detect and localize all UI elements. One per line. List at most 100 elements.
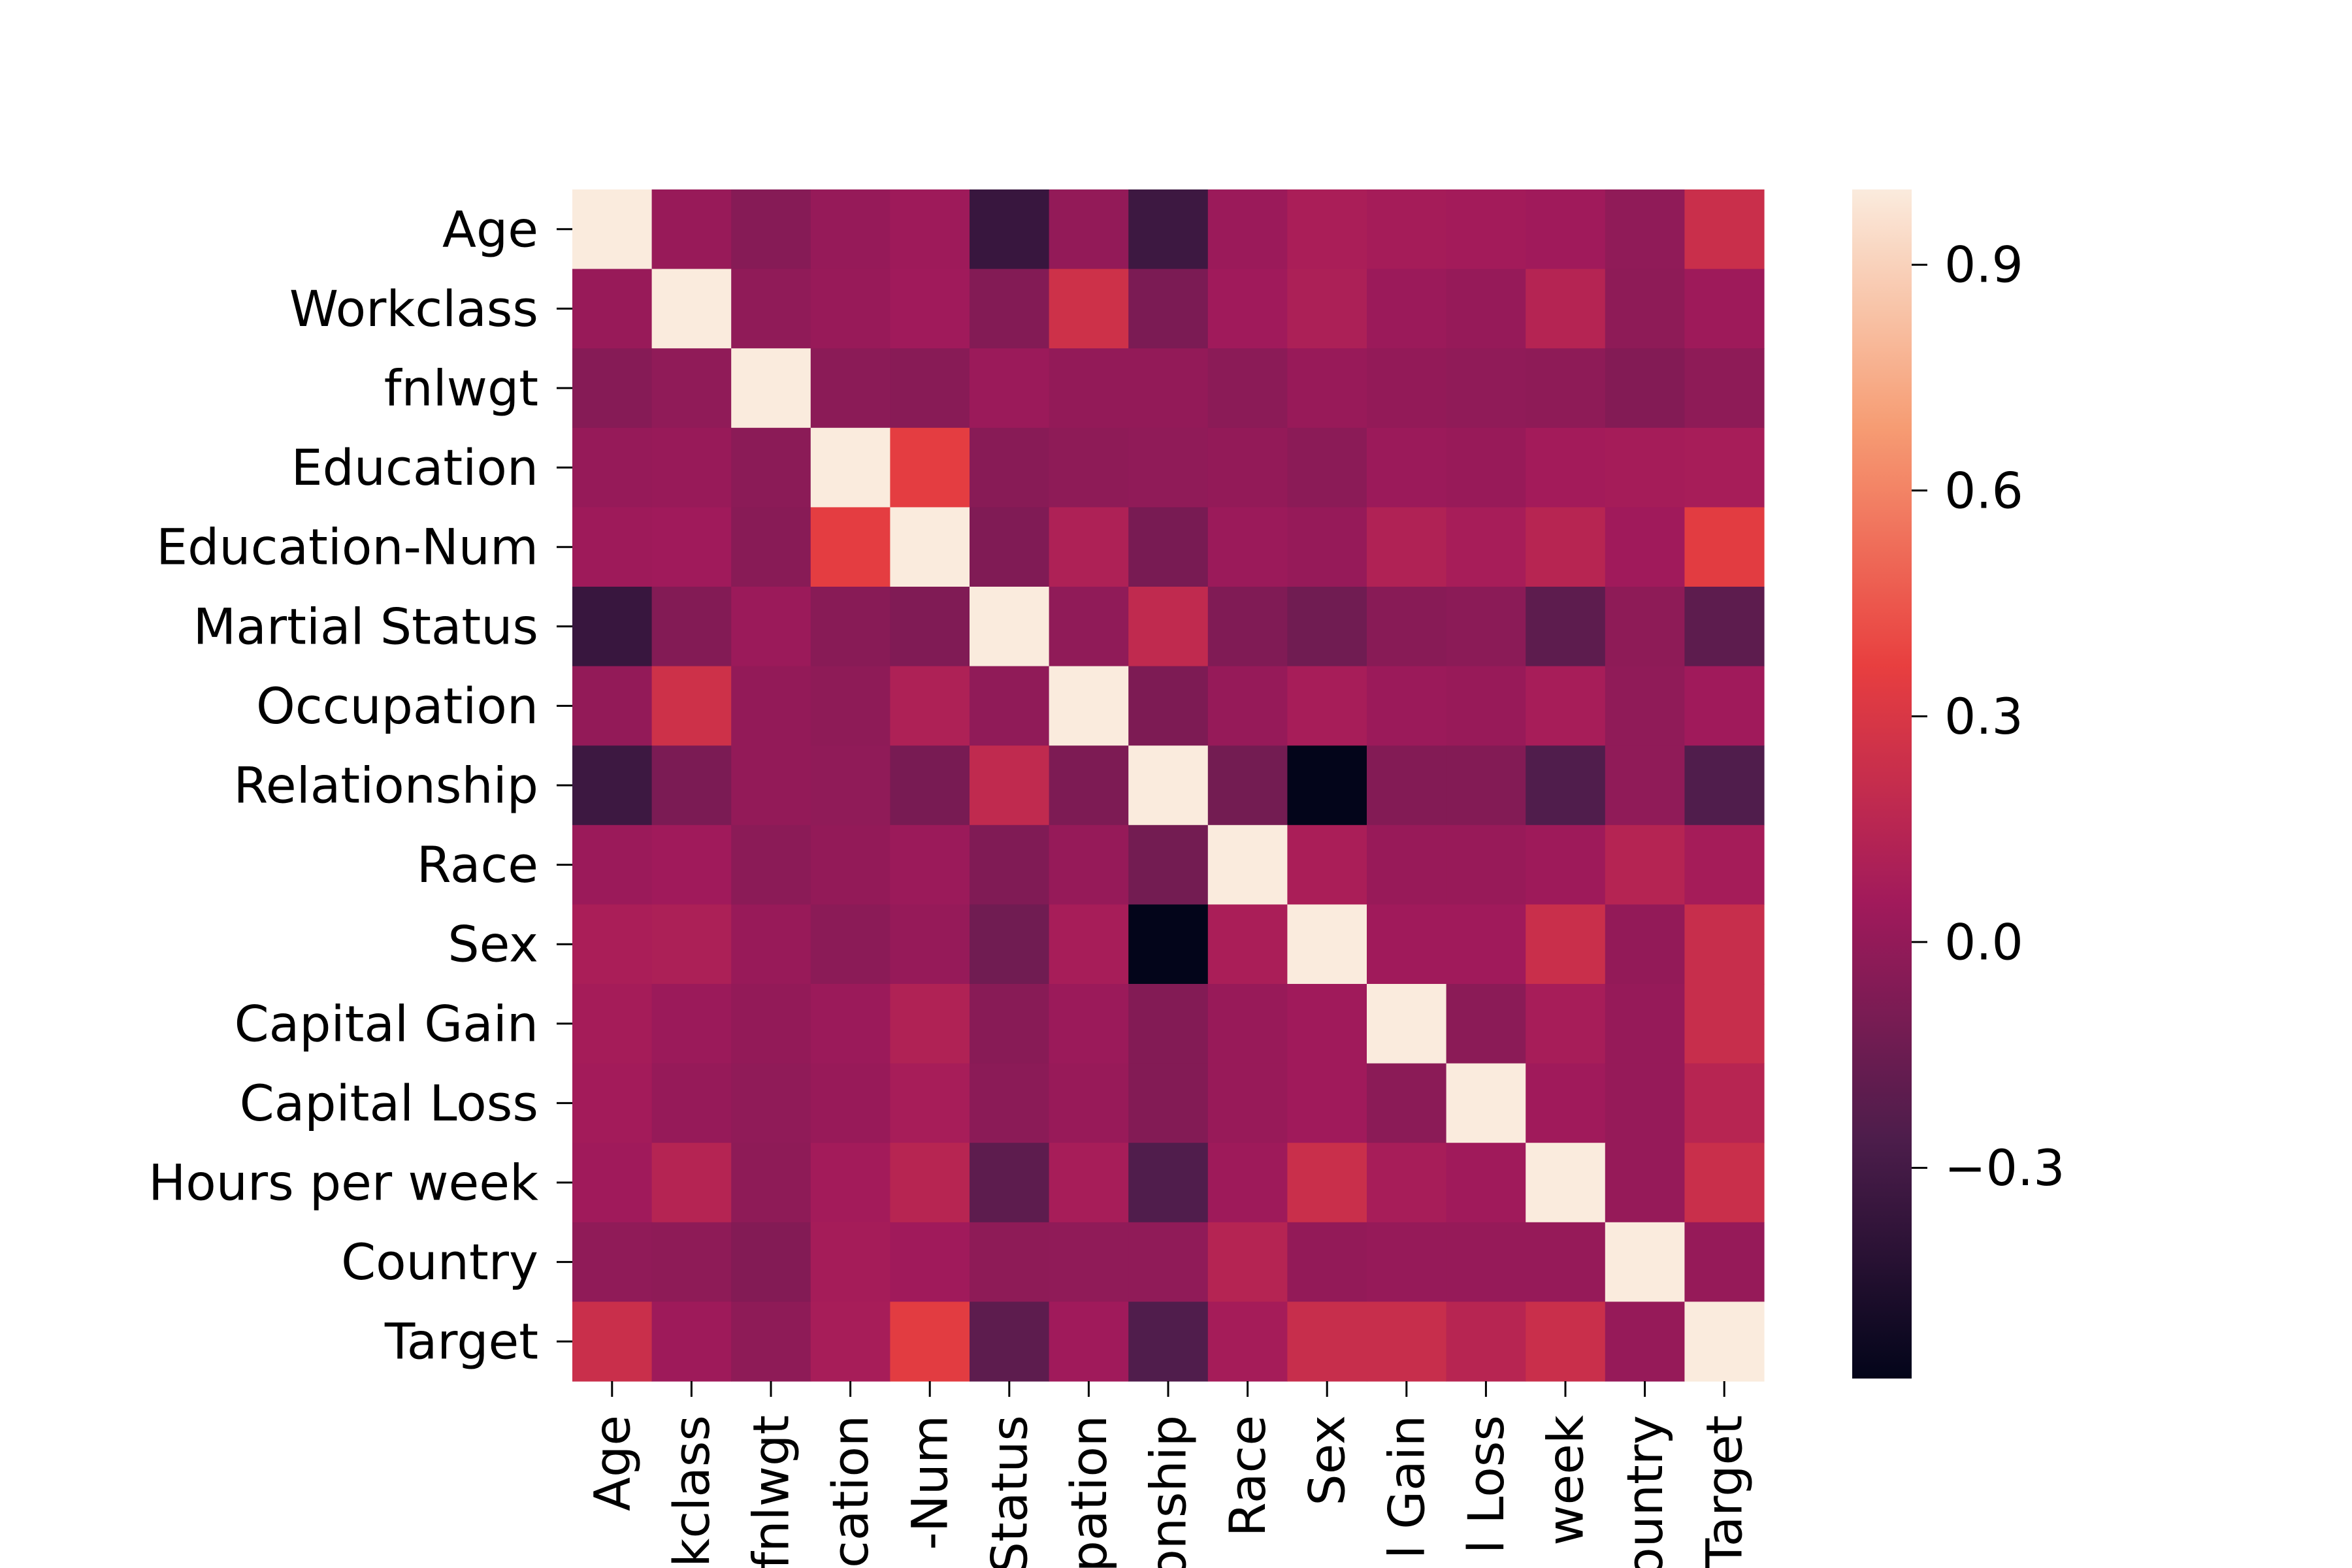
colorbar-tick-label: 0.0	[1944, 913, 2023, 971]
heatmap-cell	[1605, 1222, 1685, 1302]
heatmap-cells	[572, 189, 1765, 1382]
heatmap-cell	[1207, 825, 1288, 905]
x-tick-label: l Gain	[1377, 1415, 1435, 1559]
colorbar-gradient	[1852, 189, 1912, 1379]
heatmap-cell	[572, 587, 653, 667]
heatmap-cell	[1526, 904, 1606, 985]
heatmap-cell	[651, 825, 732, 905]
heatmap-cell	[572, 984, 653, 1064]
colorbar-tick-label: 0.9	[1944, 236, 2023, 294]
heatmap-cell	[890, 745, 970, 826]
heatmap-cell	[890, 904, 970, 985]
heatmap-cell	[731, 1063, 811, 1143]
heatmap-cell	[1605, 427, 1685, 508]
heatmap-cell	[1367, 269, 1447, 349]
heatmap-cell	[810, 1301, 890, 1382]
heatmap-cell	[731, 825, 811, 905]
heatmap-cell	[970, 825, 1050, 905]
heatmap-cell	[970, 1222, 1050, 1302]
heatmap-cell	[1605, 348, 1685, 429]
heatmap-cell	[731, 904, 811, 985]
heatmap-cell	[651, 745, 732, 826]
heatmap-cell	[810, 1222, 890, 1302]
heatmap-cell	[970, 1301, 1050, 1382]
heatmap-cell	[651, 1063, 732, 1143]
y-tick-label: fnlwgt	[384, 359, 538, 417]
colorbar-ticks: 0.9 0.6 0.3 0.0 −0.3	[1912, 236, 2065, 1197]
heatmap-cell	[1446, 427, 1526, 508]
heatmap-cell	[1526, 1301, 1606, 1382]
heatmap-cell	[731, 427, 811, 508]
heatmap-cell	[1128, 825, 1209, 905]
heatmap-cell	[1207, 189, 1288, 270]
heatmap-cell	[1128, 984, 1209, 1064]
y-tick-label: Hours per week	[148, 1154, 538, 1212]
heatmap-cell	[1605, 1063, 1685, 1143]
heatmap-cell	[970, 904, 1050, 985]
x-tick-label: onship	[1139, 1415, 1198, 1568]
heatmap-cell	[1049, 1222, 1129, 1302]
y-tick-label: Capital Gain	[235, 994, 538, 1053]
heatmap-cell	[1446, 984, 1526, 1064]
x-tick-label: week	[1537, 1415, 1595, 1546]
heatmap-cell	[1367, 1301, 1447, 1382]
heatmap-cell	[651, 1301, 732, 1382]
heatmap-cell	[651, 427, 732, 508]
heatmap-cell	[1605, 507, 1685, 587]
heatmap-cell	[1128, 1143, 1209, 1223]
x-tick-label: Status	[980, 1415, 1038, 1568]
heatmap-cell	[1367, 348, 1447, 429]
heatmap-cell	[810, 1143, 890, 1223]
heatmap-cell	[572, 507, 653, 587]
heatmap-cell	[1526, 427, 1606, 508]
y-tick-label: Occupation	[256, 677, 538, 735]
heatmap-cell	[572, 904, 653, 985]
heatmap-cell	[1446, 348, 1526, 429]
y-tick-label: Education-Num	[156, 518, 538, 576]
y-tick-label: Education	[291, 438, 538, 497]
heatmap-cell	[1367, 587, 1447, 667]
heatmap-cell	[731, 1222, 811, 1302]
heatmap-cell	[1605, 984, 1685, 1064]
heatmap-cell	[1287, 1063, 1367, 1143]
heatmap-cell	[651, 348, 732, 429]
heatmap-cell	[731, 189, 811, 270]
heatmap-cell	[1684, 825, 1765, 905]
heatmap-cell	[572, 189, 653, 270]
heatmap-cell	[1049, 904, 1129, 985]
heatmap-cell	[1128, 904, 1209, 985]
heatmap-cell	[1684, 587, 1765, 667]
heatmap-cell	[810, 1063, 890, 1143]
x-tick-label: l Loss	[1457, 1415, 1515, 1554]
heatmap-cell	[731, 507, 811, 587]
heatmap-cell	[572, 666, 653, 746]
heatmap-cell	[1207, 1143, 1288, 1223]
heatmap-cell	[890, 348, 970, 429]
heatmap-cell	[1287, 348, 1367, 429]
heatmap-cell	[810, 904, 890, 985]
heatmap-cell	[572, 1222, 653, 1302]
heatmap-cell	[810, 587, 890, 667]
heatmap-cell	[1207, 348, 1288, 429]
colorbar-tick-label: 0.6	[1944, 461, 2023, 519]
heatmap-cell	[1287, 189, 1367, 270]
heatmap-cell	[1526, 666, 1606, 746]
heatmap-cell	[1605, 666, 1685, 746]
y-tick-label: Martial Status	[193, 597, 538, 655]
heatmap-cell	[572, 825, 653, 905]
heatmap-cell	[1207, 507, 1288, 587]
heatmap-cell	[970, 1143, 1050, 1223]
y-tick-label: Country	[341, 1233, 538, 1291]
heatmap-cell	[1128, 269, 1209, 349]
heatmap-cell	[1128, 666, 1209, 746]
heatmap-cell	[1367, 825, 1447, 905]
heatmap-cell	[1526, 507, 1606, 587]
heatmap-cell	[1049, 269, 1129, 349]
heatmap-cell	[1526, 1063, 1606, 1143]
y-tick-label: Workclass	[289, 280, 538, 338]
heatmap-cell	[890, 507, 970, 587]
heatmap-cell	[731, 348, 811, 429]
heatmap-cell	[1446, 904, 1526, 985]
heatmap-cell	[1605, 1301, 1685, 1382]
heatmap-cell	[1049, 1143, 1129, 1223]
